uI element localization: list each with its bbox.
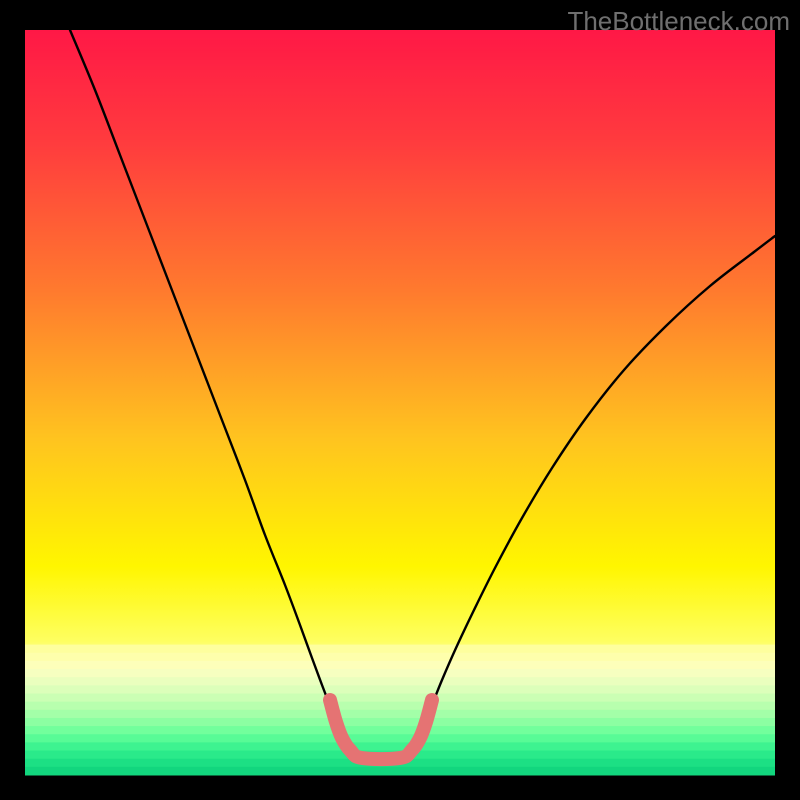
chart-background bbox=[0, 0, 800, 800]
watermark-text: TheBottleneck.com bbox=[567, 6, 790, 37]
gradient-band-stripes bbox=[25, 645, 775, 776]
chart-container: TheBottleneck.com bbox=[0, 0, 800, 800]
